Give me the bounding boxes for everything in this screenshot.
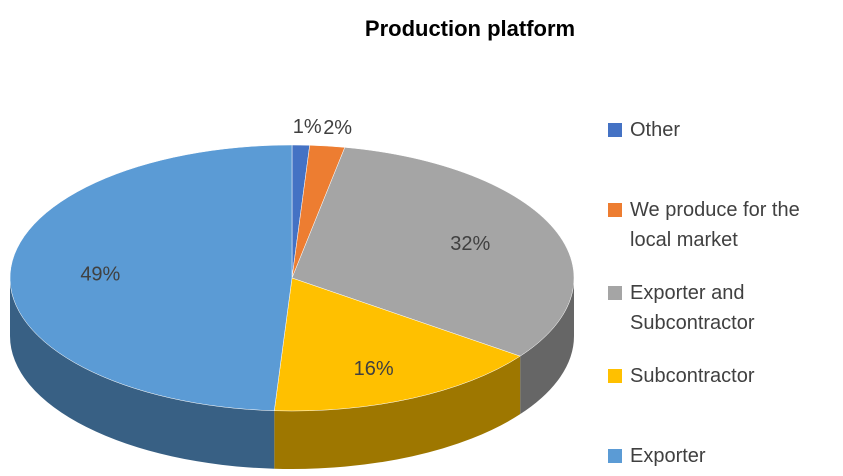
legend-label: We produce for the local market	[630, 199, 800, 251]
legend-item: We produce for the local market	[608, 195, 833, 255]
legend-label: Exporter	[630, 445, 706, 467]
pie-side	[274, 356, 521, 469]
legend-swatch	[608, 369, 622, 383]
legend-item: Other	[608, 115, 833, 145]
legend-label: Subcontractor	[630, 365, 755, 387]
data-label: 32%	[450, 233, 490, 255]
data-label: 1%	[293, 116, 322, 138]
legend-swatch	[608, 449, 622, 463]
data-label: 49%	[80, 263, 120, 285]
pie-side	[10, 278, 275, 469]
data-label: 16%	[354, 358, 394, 380]
pie-slice	[274, 277, 521, 412]
legend-item: Exporter	[608, 441, 833, 471]
legend-swatch	[608, 203, 622, 217]
legend-label: Other	[630, 119, 681, 141]
legend-item: Subcontractor	[608, 361, 833, 391]
pie-side	[520, 278, 574, 415]
legend-label: Exporter and Subcontractor	[630, 282, 755, 334]
pie-slice	[9, 144, 293, 411]
pie-slice	[291, 147, 575, 357]
legend-item: Exporter and Subcontractor	[608, 278, 833, 338]
legend-swatch	[608, 286, 622, 300]
chart-title: Production platform	[365, 16, 575, 41]
data-label: 2%	[323, 117, 352, 139]
legend-swatch	[608, 123, 622, 137]
